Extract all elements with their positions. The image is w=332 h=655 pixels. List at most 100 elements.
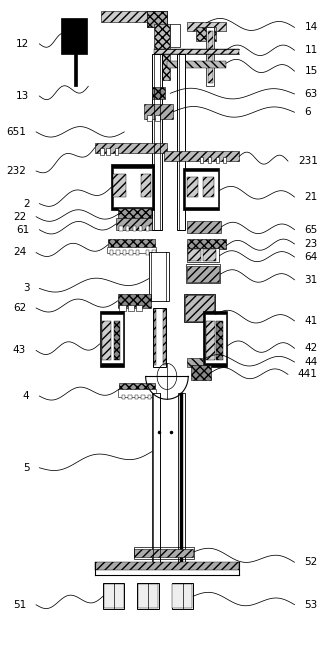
Text: 13: 13 — [16, 91, 30, 101]
Bar — [147, 11, 167, 28]
Text: 232: 232 — [6, 166, 26, 176]
Bar — [132, 226, 136, 231]
Bar — [177, 54, 185, 230]
Text: 24: 24 — [13, 248, 26, 257]
Bar — [102, 314, 123, 364]
Bar — [118, 208, 151, 218]
Text: 53: 53 — [304, 600, 318, 610]
Bar — [147, 11, 167, 28]
Bar — [180, 393, 183, 562]
Text: 41: 41 — [304, 316, 318, 326]
Bar — [152, 393, 160, 562]
Bar — [186, 263, 220, 283]
Bar — [187, 22, 226, 31]
Bar — [216, 157, 219, 163]
Bar — [136, 305, 142, 311]
Text: 441: 441 — [298, 369, 318, 379]
Bar — [187, 265, 219, 282]
Bar — [208, 31, 213, 83]
Bar — [216, 321, 222, 360]
Bar — [183, 168, 219, 210]
Bar — [114, 321, 121, 360]
Bar — [205, 314, 226, 364]
Text: 12: 12 — [16, 39, 30, 48]
Text: 15: 15 — [304, 66, 318, 76]
Text: 4: 4 — [23, 391, 30, 401]
Text: 62: 62 — [13, 303, 26, 313]
Text: 5: 5 — [23, 462, 30, 473]
Text: 22: 22 — [13, 212, 26, 221]
Bar — [106, 148, 110, 155]
Bar — [208, 157, 211, 163]
Bar — [137, 583, 159, 609]
Bar — [102, 10, 167, 22]
Bar — [128, 395, 131, 400]
Bar — [146, 250, 149, 255]
Bar — [187, 248, 219, 262]
Bar — [141, 395, 145, 400]
Bar — [102, 321, 111, 360]
Bar — [134, 550, 193, 557]
Bar — [122, 395, 125, 400]
Text: 44: 44 — [304, 357, 318, 367]
Bar — [187, 178, 198, 197]
Bar — [154, 24, 170, 80]
Bar — [113, 174, 126, 197]
Text: 14: 14 — [304, 22, 318, 33]
Bar — [126, 226, 129, 231]
Text: 42: 42 — [304, 343, 318, 353]
Bar — [107, 247, 156, 253]
Bar — [95, 143, 167, 153]
Bar — [113, 168, 152, 207]
Bar — [139, 226, 142, 231]
Text: 43: 43 — [13, 345, 26, 355]
Bar — [120, 226, 123, 231]
Bar — [163, 309, 166, 365]
Bar — [146, 226, 149, 231]
Bar — [74, 50, 77, 86]
Bar — [173, 584, 193, 608]
Bar — [154, 49, 239, 54]
Bar — [187, 239, 226, 250]
Bar — [188, 250, 201, 261]
Bar — [187, 358, 203, 367]
Text: 23: 23 — [304, 239, 318, 249]
Bar — [222, 157, 226, 163]
Text: 651: 651 — [6, 127, 26, 137]
Bar — [167, 62, 226, 68]
Bar — [148, 395, 151, 400]
Bar — [100, 148, 104, 155]
Bar — [116, 218, 152, 230]
Bar — [164, 151, 239, 161]
Text: 3: 3 — [23, 284, 30, 293]
Text: 52: 52 — [304, 557, 318, 567]
Bar — [152, 54, 162, 230]
Bar — [153, 308, 166, 367]
Bar — [172, 583, 193, 609]
Bar — [129, 250, 133, 255]
Bar — [141, 174, 151, 197]
Bar — [200, 157, 203, 163]
Bar — [110, 250, 113, 255]
Bar — [116, 250, 120, 255]
Bar — [136, 250, 139, 255]
Bar — [138, 584, 158, 608]
Bar — [178, 393, 185, 562]
Bar — [155, 115, 160, 121]
Text: 63: 63 — [304, 89, 318, 99]
Text: 11: 11 — [304, 45, 318, 55]
Bar — [185, 171, 218, 207]
Text: 65: 65 — [304, 225, 318, 234]
Bar — [149, 252, 169, 301]
Bar — [206, 321, 215, 360]
Bar — [60, 18, 87, 54]
Bar — [119, 390, 156, 398]
Bar — [197, 28, 216, 41]
Bar — [203, 178, 214, 197]
Bar — [120, 305, 126, 311]
Bar — [185, 295, 214, 321]
Bar — [123, 250, 126, 255]
Text: 31: 31 — [304, 275, 318, 285]
Text: 2: 2 — [23, 198, 30, 208]
Text: 64: 64 — [304, 252, 318, 262]
